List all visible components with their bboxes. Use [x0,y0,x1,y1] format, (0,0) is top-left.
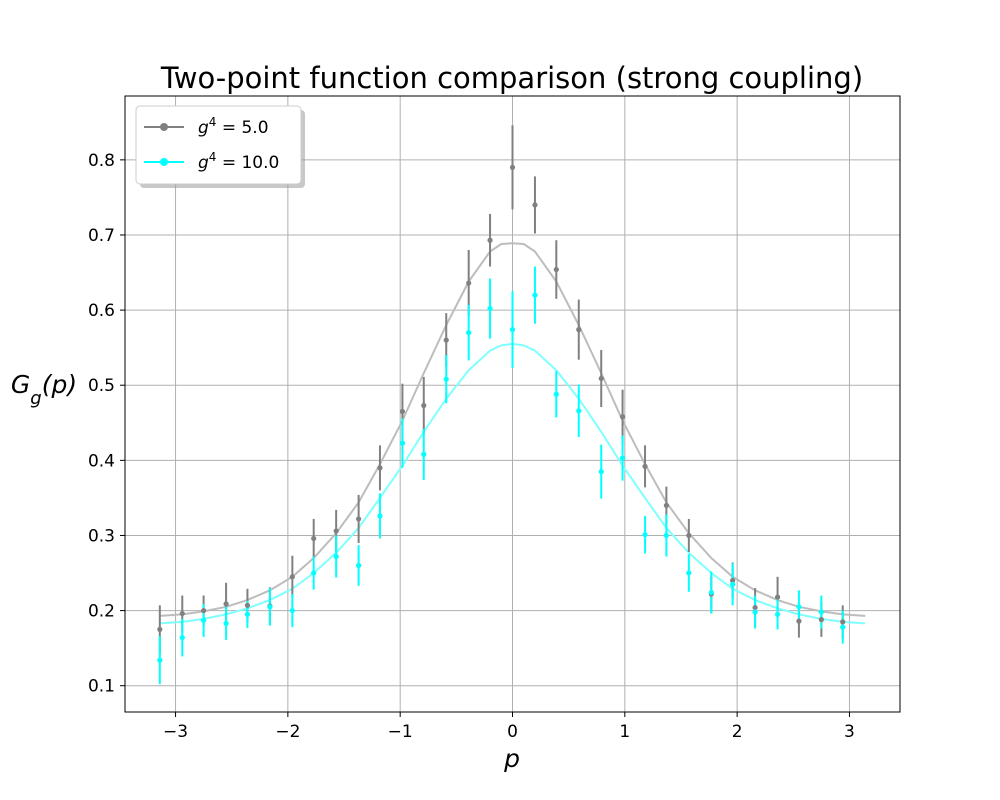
data-point [179,635,185,641]
data-points [157,164,846,663]
data-point [421,451,427,457]
data-point [289,607,295,614]
x-tick-label: −3 [163,722,188,742]
data-point [356,562,362,569]
legend-marker [160,158,168,166]
data-point [487,305,493,312]
data-point [708,589,714,596]
data-point [663,532,669,539]
x-tick-label: −2 [275,722,300,742]
y-tick-label: 0.1 [88,677,115,697]
data-point [487,237,493,243]
legend-items: g4 = 5.0 g4 = 10.0 [144,115,279,173]
data-point [598,375,604,382]
data-point [840,624,846,630]
legend-box [135,105,302,185]
data-point [642,463,648,469]
y-axis: 0.1 0.2 0.3 0.4 0.5 0.6 0.7 0.8 [88,151,125,697]
data-point [201,617,207,623]
x-tick-label: −1 [388,722,413,742]
data-point [840,619,846,625]
data-point [532,202,538,208]
data-point [752,609,758,615]
y-axis-label: Gg(p) [11,370,77,409]
data-point [818,609,824,615]
y-tick-label: 0.3 [88,526,115,546]
data-point [289,574,295,580]
data-point [796,604,802,610]
x-tick-label: 2 [732,722,743,742]
data-point [576,327,582,333]
data-point [466,280,472,286]
data-point [223,601,229,607]
legend: g4 = 5.0 g4 = 10.0 [135,105,305,188]
data-point [752,604,758,611]
data-point [311,570,317,576]
y-tick-label: 0.6 [88,301,115,321]
data-point [223,620,229,626]
data-point [774,611,781,617]
data-point [267,604,273,610]
data-point [619,455,626,461]
data-point [443,337,449,343]
data-point [201,607,207,614]
data-point [663,502,669,509]
data-point [553,391,559,397]
x-tick-label: 0 [507,722,518,742]
data-point [244,602,251,608]
data-point [774,594,781,600]
x-tick-label: 1 [619,722,630,742]
data-point [619,414,626,420]
data-point [356,516,362,522]
chart-title: Two-point function comparison (strong co… [160,61,863,95]
data-point [509,327,516,333]
x-tick-label: 3 [844,722,855,742]
data-point [466,330,472,336]
y-tick-label: 0.7 [88,226,115,246]
legend-label: g4 = 10.0 [198,150,279,173]
legend-label: g4 = 5.0 [198,115,269,138]
data-point [244,611,251,617]
data-point [333,528,339,534]
data-point [377,513,383,519]
data-point [399,408,406,415]
data-point [311,535,317,542]
y-tick-label: 0.2 [88,602,115,622]
data-point [796,618,802,624]
data-point [686,570,692,576]
data-point [553,266,559,273]
data-point [576,408,582,414]
data-point [443,376,449,382]
data-point [157,657,163,663]
fit-line-g-4-5-0 [159,242,866,617]
error-bars [158,125,844,685]
y-tick-label: 0.4 [88,451,115,471]
data-point [399,440,406,446]
legend-marker [160,123,168,131]
data-point [642,532,648,538]
x-axis: −3 −2 −1 0 1 2 3 [163,712,855,742]
data-point [179,610,185,617]
data-point [686,532,692,539]
data-point [730,577,736,584]
data-point [532,292,538,298]
y-tick-label: 0.5 [88,376,115,396]
x-axis-label: p [503,744,520,773]
data-point [818,617,824,623]
y-tick-label: 0.8 [88,151,115,171]
data-point [333,553,339,560]
data-point [509,164,516,170]
data-point [421,402,427,409]
data-point [157,626,163,632]
data-point [377,465,383,471]
data-point [598,469,604,475]
data-point [730,581,736,587]
